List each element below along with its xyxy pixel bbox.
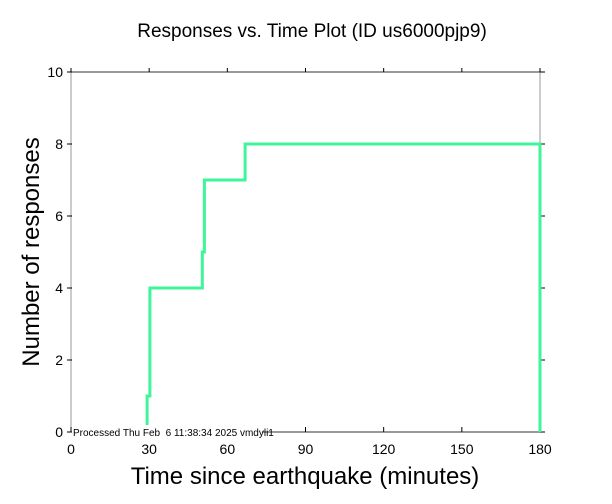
x-axis-label: Time since earthquake (minutes) (131, 463, 480, 490)
x-tick-label: 60 (220, 441, 236, 457)
x-tick-label: 30 (141, 441, 157, 457)
axes: 0 30 60 90 120 150 180 0 2 4 6 8 10 (47, 64, 551, 457)
y-tick-label: 4 (55, 280, 63, 296)
x-tick-label: 120 (372, 441, 396, 457)
x-tick-label: 150 (450, 441, 474, 457)
x-tick-label: 180 (528, 441, 552, 457)
processed-annotation: Processed Thu Feb 6 11:38:34 2025 vmdyli… (73, 428, 274, 439)
y-tick-label: 6 (55, 208, 63, 224)
y-tick-label: 10 (47, 64, 63, 80)
y-tick-label: 8 (55, 136, 63, 152)
annotation-background (72, 425, 262, 438)
y-axis-label: Number of responses (18, 137, 45, 366)
series-line-responses (145, 142, 542, 432)
x-tick-label: 90 (298, 441, 314, 457)
y-tick-label: 0 (55, 424, 63, 440)
chart-title: Responses vs. Time Plot (ID us6000pjp9) (137, 21, 487, 42)
x-tick-label: 0 (67, 441, 75, 457)
y-tick-label: 2 (55, 352, 63, 368)
series-layer (145, 142, 542, 432)
